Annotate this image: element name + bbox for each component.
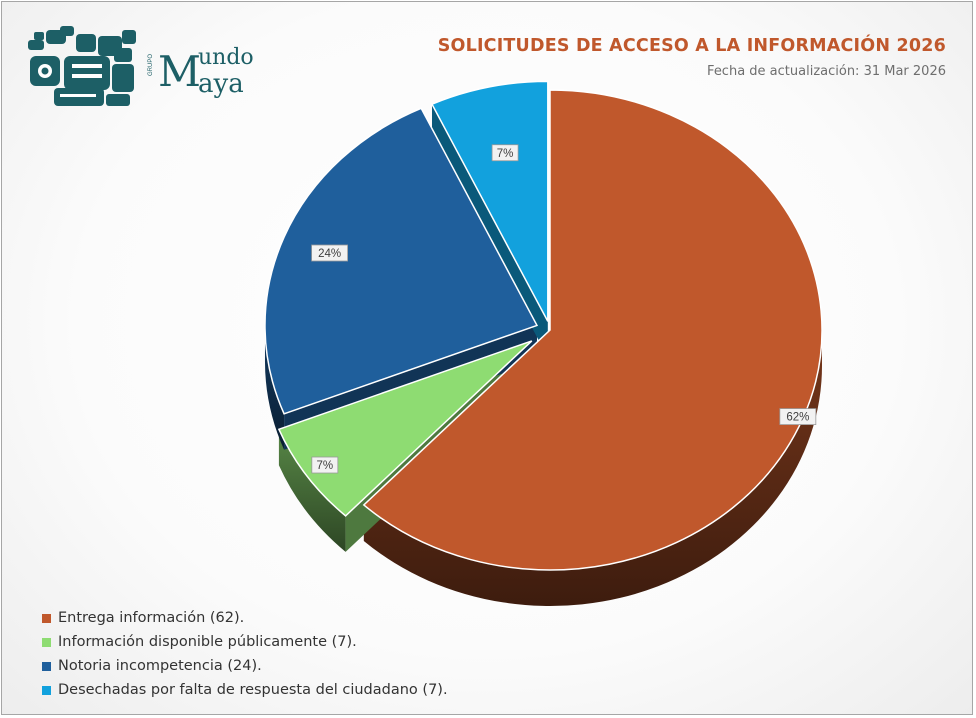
legend-item: Desechadas por falta de respuesta del ci… [42, 678, 448, 702]
chart-legend: Entrega información (62). Información dis… [42, 606, 448, 702]
legend-item: Entrega información (62). [42, 606, 448, 630]
logo-text-top: undo [198, 45, 254, 70]
legend-swatch [42, 613, 51, 623]
data-label-text-1: 7% [317, 460, 334, 472]
pie-slice-2 [264, 107, 539, 415]
mundo-maya-logo: GRUPO M undo aya [28, 26, 254, 106]
legend-swatch [42, 661, 51, 671]
legend-label: Desechadas por falta de respuesta del ci… [58, 682, 448, 698]
legend-label: Entrega información (62). [58, 610, 245, 626]
logo-text-bottom: aya [198, 69, 244, 99]
pie-slice-3 [430, 80, 549, 322]
pie-slice-side-2 [264, 325, 285, 450]
data-label-0: 62% [779, 408, 817, 425]
data-label-2: 24% [311, 244, 349, 262]
pie-slice-1 [277, 340, 533, 517]
legend-swatch [42, 685, 51, 695]
data-label-text-2: 24% [318, 248, 341, 260]
mayan-glyph-icon [28, 26, 136, 106]
legend-item: Notoria incompetencia (24). [42, 654, 448, 678]
pie-slice-side-0 [363, 330, 822, 606]
data-label-3: 7% [491, 144, 519, 162]
data-label-text-3: 7% [497, 148, 514, 160]
chart-title: SOLICITUDES DE ACCESO A LA INFORMACIÓN 2… [437, 36, 946, 56]
data-label-1: 7% [311, 456, 339, 474]
logo-m-letter: M [158, 47, 201, 96]
data-label-text-0: 62% [786, 412, 809, 424]
legend-label: Información disponible públicamente (7). [58, 634, 357, 650]
legend-swatch [42, 637, 51, 647]
legend-label: Notoria incompetencia (24). [58, 658, 262, 674]
logo-brand-prefix: GRUPO [148, 54, 154, 76]
update-date: Fecha de actualización: 31 Mar 2026 [707, 64, 946, 79]
legend-item: Información disponible públicamente (7). [42, 630, 448, 654]
